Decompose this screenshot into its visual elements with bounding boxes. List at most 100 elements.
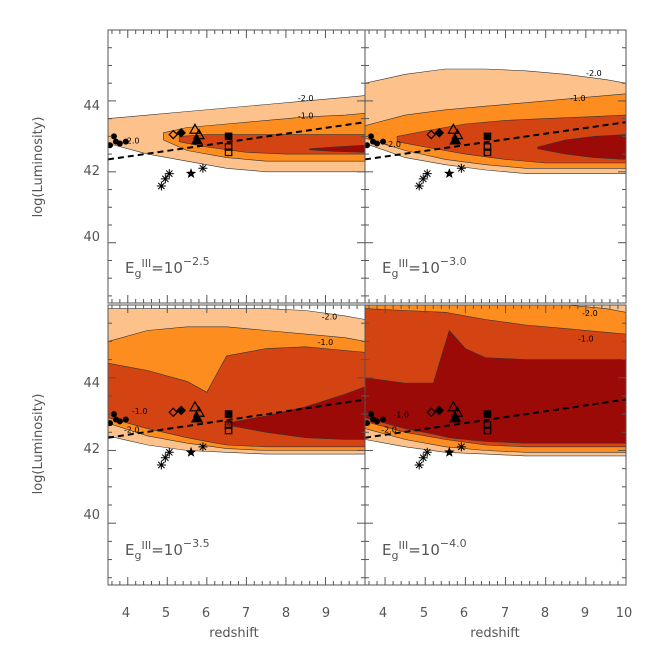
marker-circle [374, 418, 381, 425]
x-tick-label: 4 [379, 606, 387, 621]
y-tick-label: 40 [83, 508, 100, 523]
marker-circle [122, 416, 129, 423]
contour-level-label: -1.0 [298, 112, 314, 121]
panel-label: EgIII=10−2.5 [125, 255, 210, 280]
marker-diamond-filled [176, 127, 186, 138]
marker-asterisk [456, 163, 466, 173]
panel-1: -2.0 -1.0 -2.0 EgIII=10−2.5 [107, 29, 366, 304]
x-tick-label: 5 [162, 606, 170, 621]
marker-diamond-filled [176, 405, 186, 416]
marker-star-filled [444, 446, 455, 457]
marker-asterisk [418, 453, 428, 463]
marker-circle [380, 138, 387, 145]
panel-ticks [365, 29, 627, 303]
panel-frame [364, 29, 627, 304]
marker-asterisk [422, 169, 432, 179]
y-tick-label: 44 [83, 376, 100, 391]
fit-dashed-line [365, 398, 626, 439]
contour-level-label: -1.0 [570, 94, 586, 103]
contour-level-label: -2.0 [124, 136, 140, 145]
fit-dashed-line [108, 121, 365, 161]
y-axis-label: log(Luminosity) [31, 394, 46, 495]
marker-square-filled [224, 410, 233, 418]
y-tick-label: 42 [83, 442, 100, 457]
marker-circle [368, 411, 375, 418]
contour-level-label: -1.0 [578, 334, 594, 343]
panel-plot-area [365, 68, 626, 191]
panel-label: EgIII=10−3.0 [382, 255, 467, 280]
marker-square-open [483, 143, 492, 151]
contour-band-peak [537, 134, 626, 160]
marker-square-open [224, 421, 233, 429]
y-tick-label: 40 [83, 230, 100, 245]
x-tick-label: 6 [202, 606, 210, 621]
marker-square-open [483, 426, 492, 435]
panel-4: -2.0 -1.0 -1.0 -2.0 EgIII=10−4.0 [364, 304, 627, 586]
panels-group: -2.0 -1.0 -2.0 EgIII=10−2.5 -2.0 -1.0 -2.0 EgII… [107, 29, 627, 586]
contour-level-label: -2.0 [385, 140, 401, 149]
panel-2: -2.0 -1.0 -2.0 EgIII=10−3.0 [364, 29, 627, 304]
fit-dashed-line [108, 398, 365, 439]
panel-label: EgIII=10−3.5 [125, 537, 210, 562]
marker-square-open [224, 148, 233, 157]
marker-asterisk [156, 181, 166, 191]
marker-square-filled [224, 132, 233, 141]
contour-level-label: -1.0 [132, 407, 148, 416]
x-tick-label: 4 [122, 606, 130, 621]
marker-diamond-open [168, 129, 179, 140]
x-tick-label: 5 [420, 606, 428, 621]
marker-diamond-open [168, 407, 179, 418]
panel-ticks [365, 304, 627, 585]
marker-circle [108, 420, 113, 427]
panel-plot-area [365, 305, 626, 470]
x-tick-label: 6 [460, 606, 468, 621]
contour-level-label: -2.0 [124, 425, 140, 434]
marker-triangle-open [447, 123, 460, 134]
marker-circle [365, 142, 371, 149]
marker-square-open [224, 426, 233, 435]
marker-diamond-open [426, 407, 437, 418]
marker-triangle-open [447, 400, 460, 412]
marker-circle [368, 133, 375, 140]
contour-level-label: -1.0 [393, 411, 409, 420]
marker-asterisk [160, 453, 170, 463]
marker-star-filled [185, 168, 197, 178]
marker-square-open [483, 421, 492, 429]
x-axis-label: redshift [470, 626, 519, 641]
x-tick-label: 7 [501, 606, 509, 621]
marker-circle [380, 416, 387, 423]
contour-level-label: -1.0 [318, 338, 334, 347]
marker-triangle-filled [449, 411, 462, 423]
marker-square-filled [483, 410, 492, 418]
marker-circle [122, 138, 129, 145]
panel-plot-area [108, 308, 365, 470]
marker-star-filled [444, 168, 455, 178]
marker-circle [110, 133, 117, 140]
marker-asterisk [414, 181, 424, 191]
marker-asterisk [156, 460, 166, 470]
x-tick-label: 7 [242, 606, 250, 621]
panel-plot-area [108, 95, 365, 191]
contour-band-peak [226, 386, 365, 440]
marker-triangle-open [188, 400, 202, 412]
marker-asterisk [414, 460, 424, 470]
marker-asterisk [418, 174, 428, 184]
marker-circle [374, 140, 381, 147]
x-tick-label: 8 [282, 606, 290, 621]
x-tick-label: 8 [541, 606, 549, 621]
contour-level-label: -2.0 [582, 309, 598, 318]
marker-triangle-filled [190, 411, 203, 423]
marker-diamond-filled [434, 405, 445, 416]
marker-diamond-open [426, 129, 437, 140]
y-axis-label: log(Luminosity) [31, 117, 46, 218]
marker-square-open [224, 143, 233, 151]
marker-square-open [483, 148, 492, 157]
y-tick-label: 42 [83, 164, 100, 179]
marker-asterisk [164, 447, 174, 457]
marker-triangle-open [188, 123, 202, 134]
contour-level-label: -2.0 [298, 94, 314, 103]
marker-triangle-filled [190, 133, 203, 145]
contour-level-label: -2.0 [381, 425, 397, 434]
axis-labels-group: 4 5 6 7 8 9 4 5 6 7 8 9 10 44 42 40 44 4… [31, 99, 632, 641]
